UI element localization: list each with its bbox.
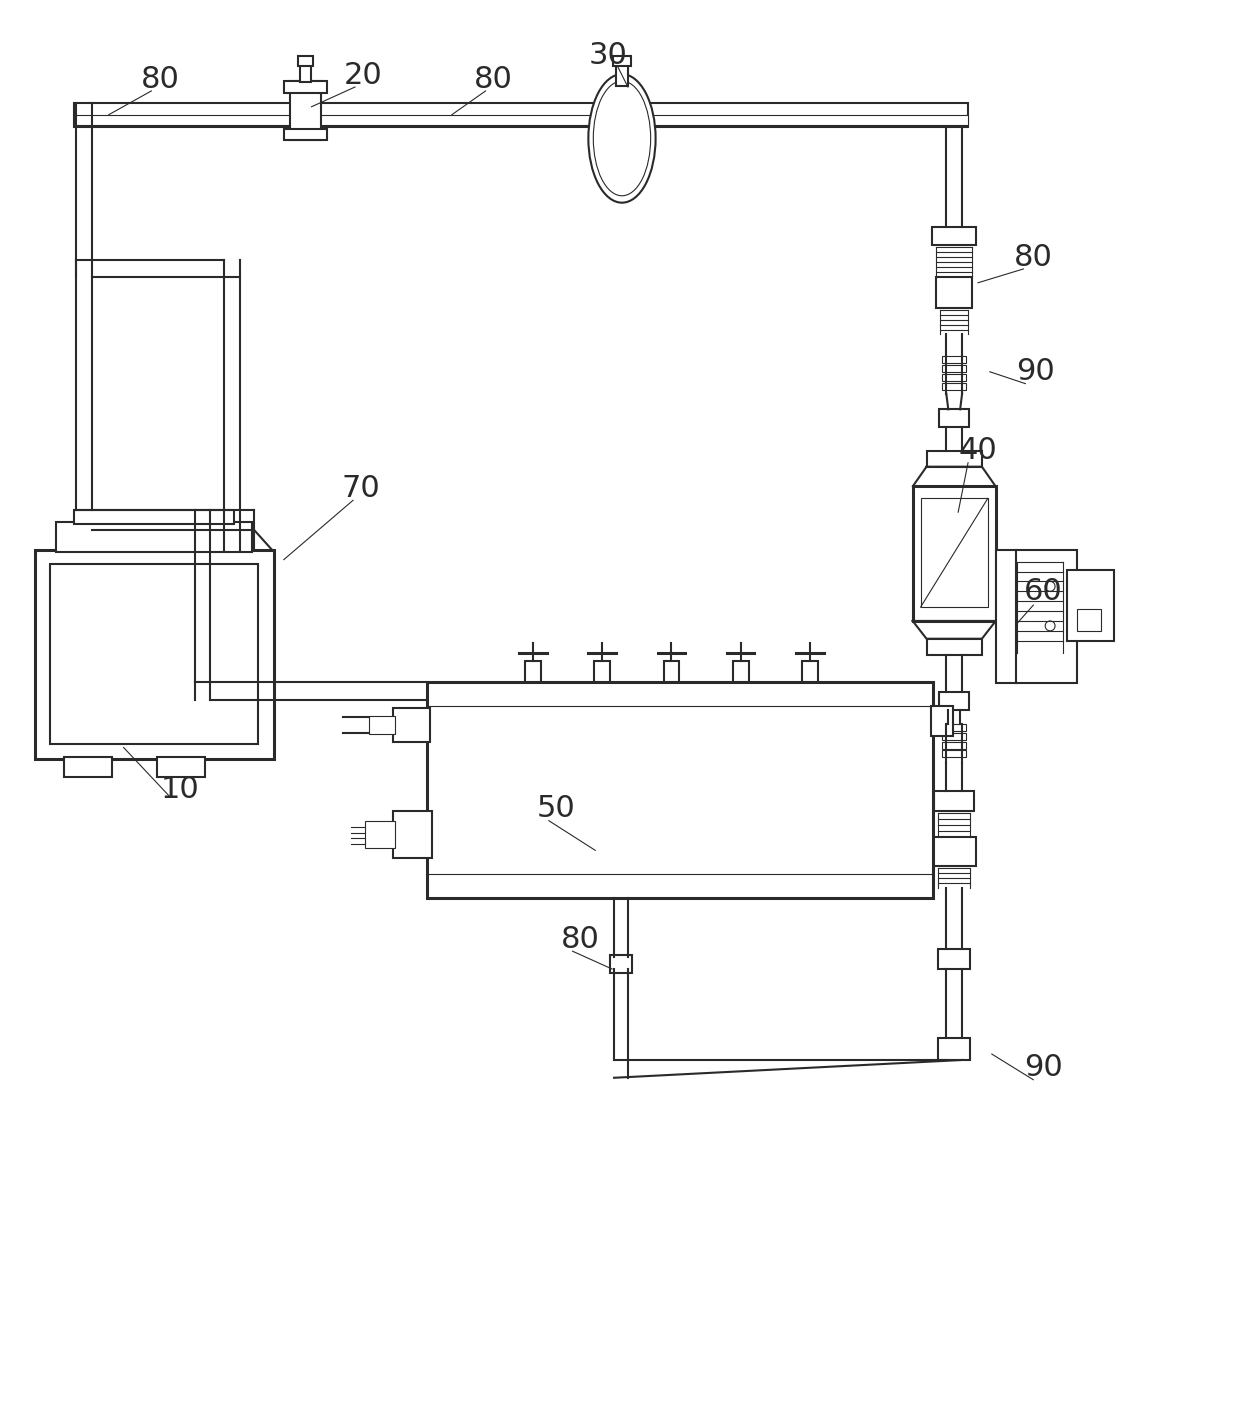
Bar [942,355,966,362]
Bar [942,365,966,372]
Text: 20: 20 [343,61,382,90]
Bar [942,374,966,381]
Text: 80: 80 [1014,243,1053,272]
Bar [393,708,430,742]
Bar [1066,570,1115,640]
Text: 80: 80 [141,65,180,93]
Bar [298,56,314,66]
Bar [920,498,988,608]
Bar [393,811,432,859]
Bar [733,660,749,682]
Bar [290,80,321,141]
Bar [935,791,973,811]
Bar [594,660,610,682]
Bar [926,451,982,467]
Text: 90: 90 [1024,1053,1063,1083]
Bar [616,65,627,86]
Bar [525,660,541,682]
Text: 40: 40 [959,436,997,465]
Circle shape [1045,581,1055,591]
Text: 80: 80 [474,65,513,93]
Bar [931,706,954,736]
Bar [939,949,970,969]
Bar [936,276,972,309]
Bar [613,56,631,66]
Bar [996,550,1018,684]
Bar [368,716,394,733]
Text: 50: 50 [537,794,575,823]
Bar [663,660,680,682]
Bar [56,522,252,551]
Bar [64,757,112,777]
Bar [942,742,966,749]
Bar [932,836,976,866]
Bar [940,692,968,711]
Bar [157,757,205,777]
Bar [802,660,817,682]
Bar [74,510,234,525]
Text: 90: 90 [1016,357,1055,386]
Bar [932,227,976,245]
Bar [913,486,996,620]
Bar [942,733,966,740]
Bar [428,682,934,898]
Ellipse shape [588,75,656,203]
Bar [942,723,966,730]
Bar [1016,550,1076,684]
Bar [284,80,327,93]
Circle shape [1045,620,1055,630]
Bar [942,750,966,757]
Text: 30: 30 [589,41,627,70]
Bar [284,128,327,141]
Bar [939,1038,970,1060]
Bar [942,382,966,389]
Bar [51,564,258,743]
Bar [74,103,968,127]
Bar [74,114,968,124]
Bar [926,639,982,654]
Bar [300,65,311,82]
Text: 10: 10 [161,774,200,804]
Text: 60: 60 [1024,577,1063,606]
Text: 70: 70 [341,474,381,503]
Bar [940,409,968,427]
Text: 80: 80 [560,925,600,953]
Bar [35,550,274,760]
Bar [610,955,632,973]
Ellipse shape [593,80,651,196]
Bar [365,821,394,849]
Bar [1076,609,1101,630]
